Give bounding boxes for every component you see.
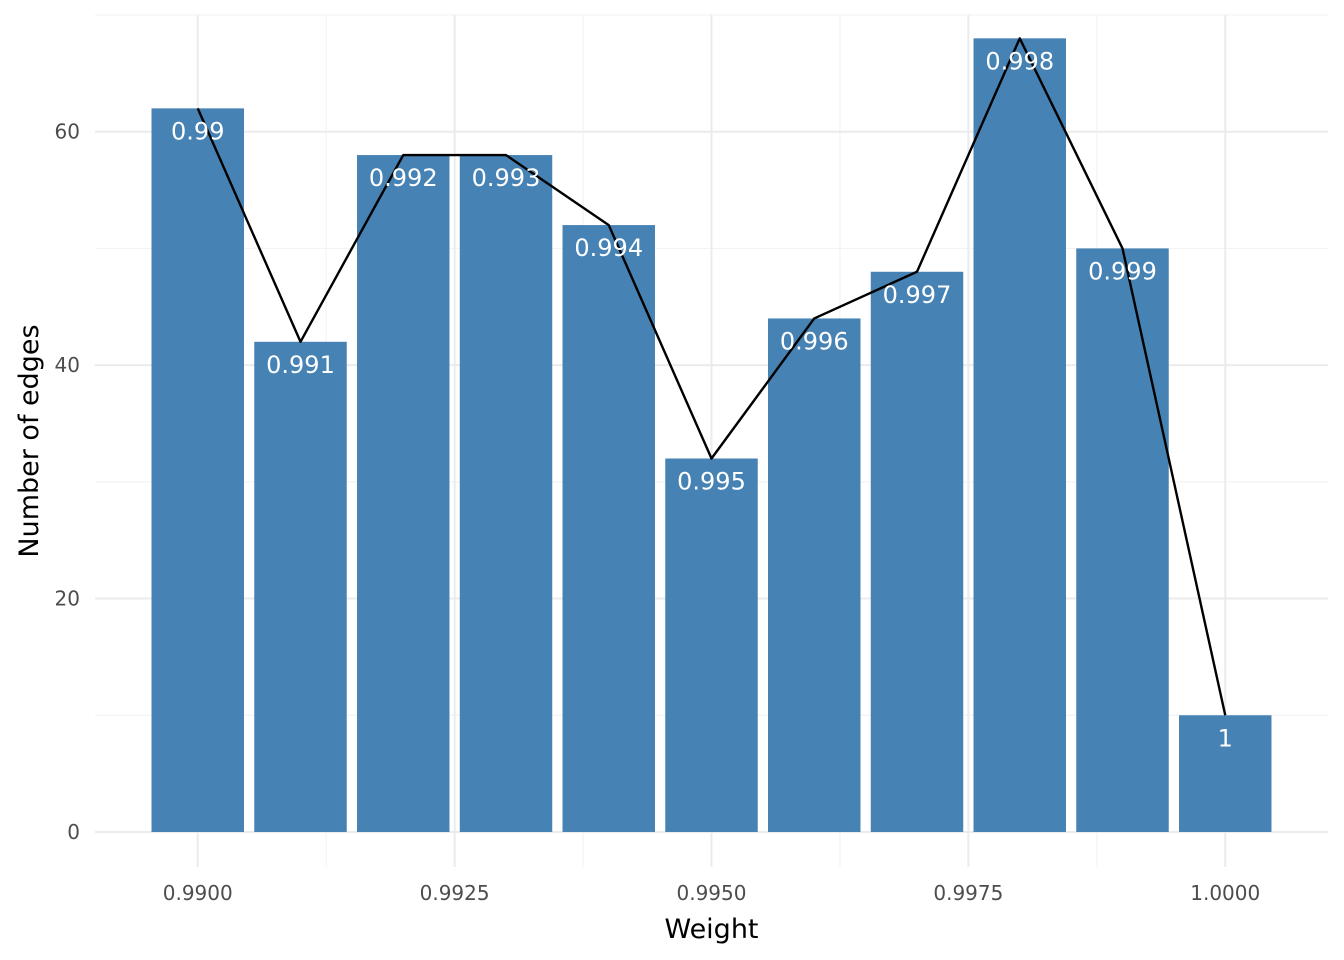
x-tick-label: 0.9950 [677,881,747,905]
bar [562,225,655,832]
x-tick-label: 0.9900 [163,881,233,905]
y-axis-title: Number of edges [14,324,45,557]
x-axis-title: Weight [664,914,758,945]
bar [870,271,964,832]
bar [459,155,553,832]
bars [151,38,1272,832]
bar [357,155,450,832]
x-tick-label: 0.9925 [420,881,490,905]
bar-label: 1 [1218,724,1233,752]
bar [254,341,347,832]
y-tick-label: 20 [55,587,80,611]
bar-label: 0.992 [369,164,438,192]
bar [1076,248,1169,832]
bar [151,108,244,832]
bar-label: 0.994 [574,234,643,262]
trend-line-layer [196,37,1227,716]
bar-label: 0.991 [266,351,335,379]
trend-line [196,37,1227,716]
bar-labels: 0.99 0.991 0.992 0.993 0.994 0.995 0.996 0.997 0… [171,47,1233,752]
y-tick-label: 60 [55,120,80,144]
bar-label: 0.996 [780,327,849,355]
bar [768,318,861,832]
axis-ticks: 0 20 40 60 0.9900 0.9925 0.9950 0.9975 1.0000 [55,120,1261,905]
bar [1179,715,1272,832]
y-tick-label: 40 [55,353,80,377]
bar [973,38,1066,832]
x-tick-label: 1.0000 [1190,881,1260,905]
bar [665,458,758,832]
x-tick-label: 0.9975 [933,881,1003,905]
bar-label: 0.99 [171,117,224,145]
bar-label: 0.995 [677,468,746,496]
bar-label: 0.998 [985,47,1054,75]
bar-label: 0.997 [883,281,952,309]
bar-label: 0.993 [472,164,541,192]
y-tick-label: 0 [67,820,80,844]
bar-label: 0.999 [1088,257,1157,285]
